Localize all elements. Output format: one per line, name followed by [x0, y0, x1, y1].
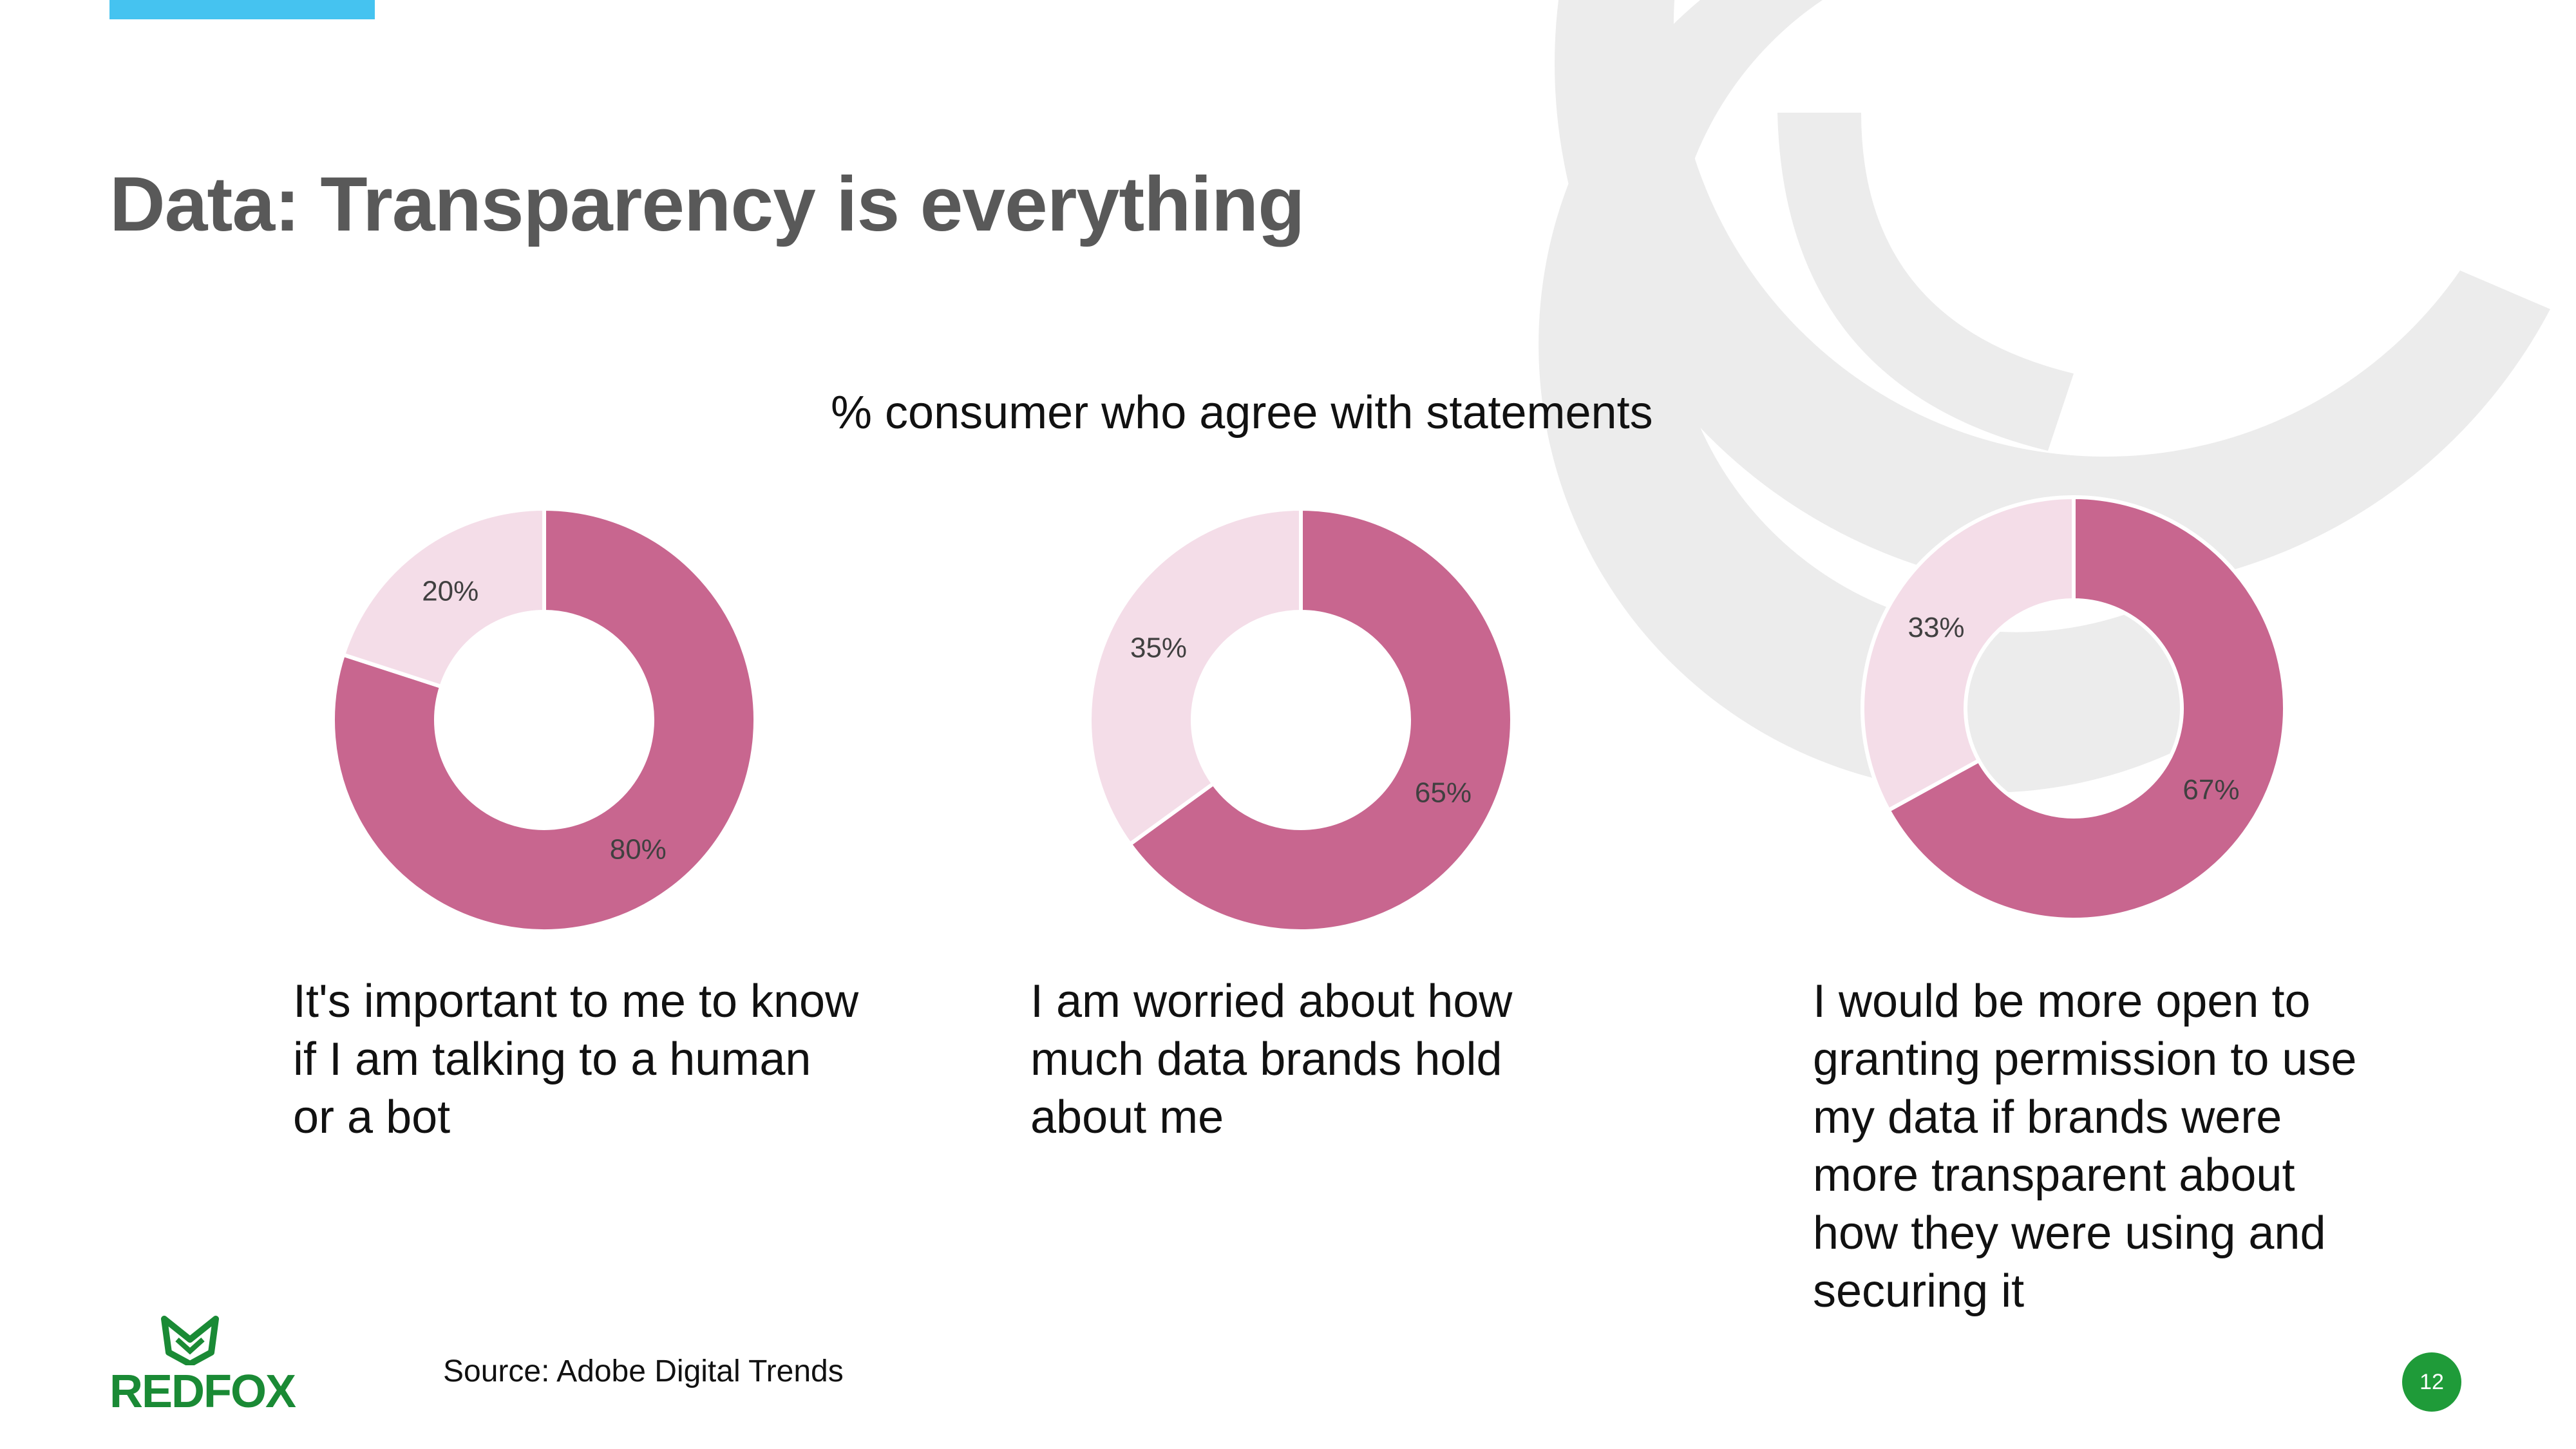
accent-bar	[109, 0, 375, 19]
deco-outer-arc	[1555, 0, 2550, 592]
page-title: Data: Transparency is everything	[109, 161, 1305, 247]
caption-chart-3: I would be more open to granting permiss…	[1813, 976, 2357, 1317]
source-note: Source: Adobe Digital Trends	[443, 1354, 844, 1388]
fox-icon	[161, 1316, 219, 1365]
deco-inner-hook	[1777, 113, 2074, 451]
donut-3-slice-1	[1886, 495, 2287, 922]
donut-2-label-1: 65%	[1415, 777, 1472, 809]
donut-1-label-1: 80%	[610, 834, 667, 866]
donut-3-slice-2	[1861, 495, 2076, 813]
caption-chart-1: It's important to me to know if I am tal…	[293, 976, 859, 1143]
donut-3-label-1: 67%	[2183, 774, 2239, 806]
logo-wordmark: REDFOX	[109, 1366, 296, 1417]
caption-chart-2: I am worried about how much data brands …	[1030, 976, 1513, 1143]
donut-1-slice-1	[331, 506, 757, 933]
donut-2-slice-1	[1127, 506, 1514, 933]
donut-1-slice-2	[341, 506, 546, 689]
donut-1-label-2: 20%	[422, 575, 478, 607]
chart-subtitle: % consumer who agree with statements	[831, 387, 1653, 439]
donut-3-label-2: 33%	[1908, 612, 1964, 643]
page-number-badge: 12	[2402, 1352, 2461, 1412]
redfox-logo: REDFOX	[109, 1314, 296, 1417]
deco-middle-arc	[1539, 0, 2273, 793]
donut-2-label-2: 35%	[1130, 632, 1187, 663]
donut-2-slice-2	[1088, 506, 1303, 847]
